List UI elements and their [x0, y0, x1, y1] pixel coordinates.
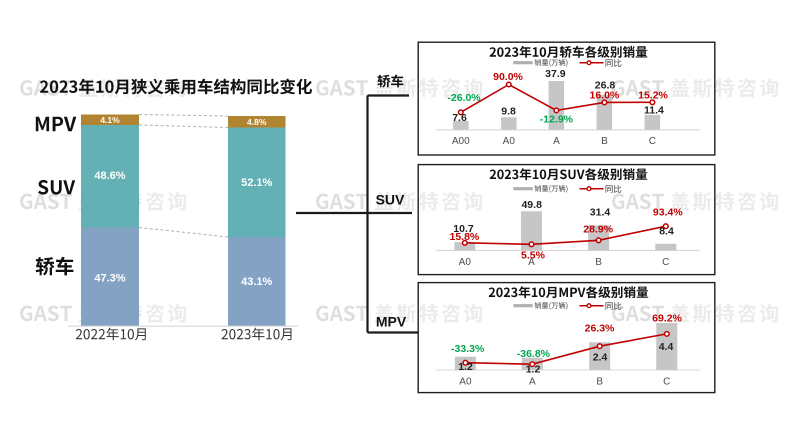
svg-text:-36.8%: -36.8% [517, 348, 551, 360]
svg-text:A0: A0 [459, 257, 472, 268]
svg-text:-26.0%: -26.0% [447, 92, 481, 104]
svg-text:A00: A00 [452, 136, 470, 147]
svg-text:A0: A0 [503, 136, 516, 147]
svg-text:B: B [596, 376, 603, 387]
svg-text:MPV: MPV [376, 314, 407, 330]
svg-text:A: A [529, 376, 536, 387]
svg-text:43.1%: 43.1% [241, 276, 272, 288]
svg-text:1.2: 1.2 [458, 361, 473, 373]
svg-text:C: C [663, 376, 670, 387]
svg-text:69.2%: 69.2% [652, 313, 682, 325]
svg-text:48.6%: 48.6% [94, 170, 125, 182]
svg-text:9.8: 9.8 [501, 106, 516, 118]
svg-text:4.8%: 4.8% [247, 117, 267, 127]
svg-text:B: B [601, 136, 608, 147]
svg-text:15.2%: 15.2% [638, 90, 668, 102]
svg-text:-12.9%: -12.9% [540, 114, 574, 126]
svg-text:4.1%: 4.1% [100, 115, 120, 125]
svg-text:47.3%: 47.3% [94, 273, 125, 285]
svg-text:37.9: 37.9 [545, 68, 566, 80]
svg-text:4.4: 4.4 [659, 341, 674, 353]
svg-text:A: A [528, 257, 535, 268]
svg-text:10.7: 10.7 [453, 223, 474, 235]
svg-text:31.4: 31.4 [590, 206, 611, 218]
svg-text:8.4: 8.4 [659, 226, 674, 238]
svg-text:A: A [553, 136, 560, 147]
svg-text:11.4: 11.4 [644, 105, 664, 117]
svg-text:1.2: 1.2 [526, 363, 541, 375]
svg-text:49.8: 49.8 [521, 199, 542, 211]
svg-text:5.5%: 5.5% [521, 250, 546, 262]
svg-text:C: C [662, 257, 669, 268]
svg-text:26.3%: 26.3% [585, 323, 615, 335]
svg-text:15.8%: 15.8% [450, 231, 480, 243]
svg-text:2.4: 2.4 [593, 351, 608, 363]
svg-text:-33.3%: -33.3% [451, 343, 485, 355]
svg-text:B: B [595, 257, 602, 268]
svg-text:SUV: SUV [376, 192, 405, 208]
svg-text:93.4%: 93.4% [653, 207, 683, 219]
svg-text:52.1%: 52.1% [241, 177, 272, 189]
svg-text:C: C [649, 136, 656, 147]
svg-text:26.8: 26.8 [595, 80, 616, 92]
svg-text:7.6: 7.6 [452, 112, 467, 124]
svg-text:28.9%: 28.9% [583, 223, 613, 235]
svg-text:A0: A0 [459, 376, 472, 387]
svg-text:90.0%: 90.0% [493, 71, 523, 83]
svg-text:16.0%: 16.0% [590, 90, 620, 102]
